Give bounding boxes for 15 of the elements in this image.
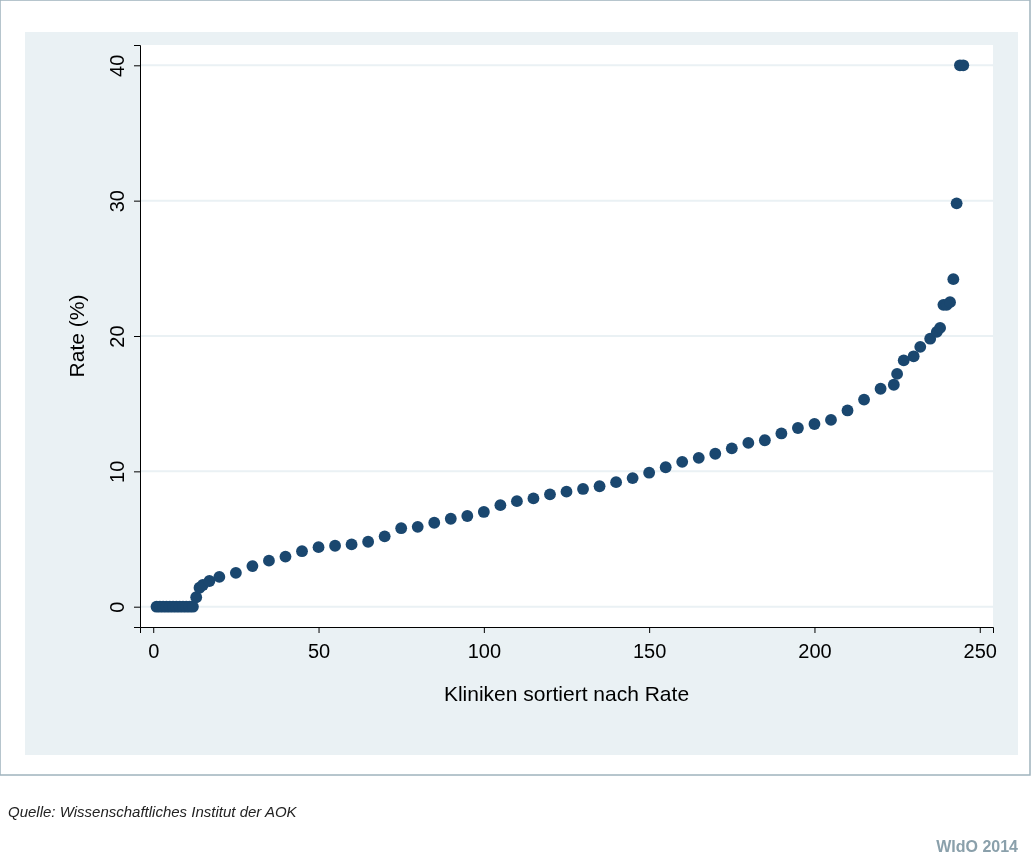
y-tick-label: 20	[106, 325, 128, 348]
y-axis-title: Rate (%)	[65, 294, 88, 378]
x-axis-title: Kliniken sortiert nach Rate	[443, 682, 690, 705]
x-tick-label: 200	[798, 640, 832, 662]
x-tick-label: 50	[307, 640, 331, 662]
x-tick-label: 150	[632, 640, 667, 662]
y-tick-label: 40	[106, 54, 128, 77]
y-tick-label: 30	[106, 190, 128, 213]
x-tick-label: 250	[963, 640, 997, 662]
x-tick-label: 0	[148, 640, 160, 662]
text: WIdO 2014	[936, 838, 1019, 855]
y-tick-label: 10	[106, 460, 128, 483]
source-note: Quelle: Wissenschaftliches Institut der AOK	[8, 803, 298, 820]
x-tick-label: 100	[467, 640, 502, 662]
y-tick-label: 0	[106, 601, 128, 613]
